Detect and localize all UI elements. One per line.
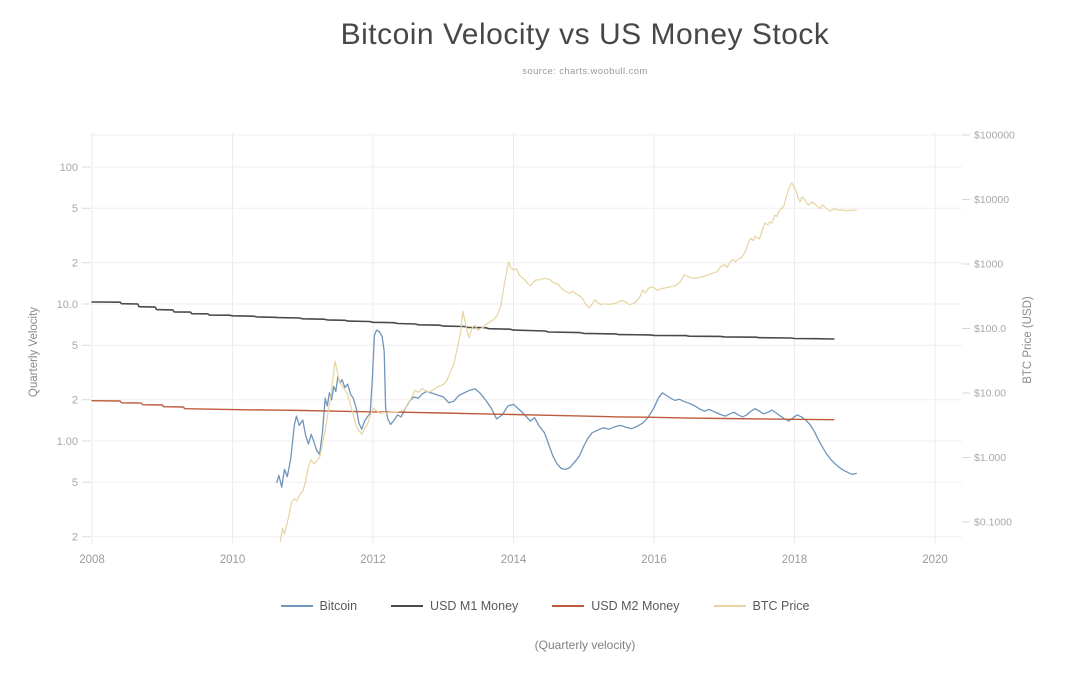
axis-ticks: 100 5 2 10.0 5 2 1.00 5 2 $100000 $10000 $1000 $100.… xyxy=(57,130,1015,566)
legend-item-btc-price[interactable]: BTC Price xyxy=(713,599,810,613)
legend: Bitcoin USD M1 Money USD M2 Money BTC Price xyxy=(0,599,1080,613)
series-btc-price xyxy=(279,182,857,542)
y-right-tick-label: $1000 xyxy=(974,259,1003,271)
y-left-tick-label: 2 xyxy=(72,395,78,407)
gridlines xyxy=(90,133,962,545)
data-series xyxy=(91,182,857,542)
legend-label: USD M2 Money xyxy=(591,599,680,613)
y-left-tick-label: 10.0 xyxy=(57,299,78,311)
x-tick-label: 2020 xyxy=(922,554,948,566)
legend-label: USD M1 Money xyxy=(430,599,519,613)
y-left-tick-label: 5 xyxy=(72,340,78,352)
legend-swatch-line xyxy=(552,605,585,607)
legend-swatch-line xyxy=(391,605,424,607)
x-tick-label: 2016 xyxy=(641,554,667,566)
y-left-tick-label: 100 xyxy=(60,162,78,174)
y-right-tick-label: $10000 xyxy=(974,194,1009,206)
y-left-tick-label: 1.00 xyxy=(57,436,78,448)
y-left-tick-label: 2 xyxy=(72,532,78,544)
series-usd-m2-money xyxy=(91,400,835,421)
x-tick-label: 2012 xyxy=(360,554,386,566)
y-right-tick-label: $0.1000 xyxy=(974,517,1012,529)
x-tick-label: 2010 xyxy=(220,554,246,566)
y-left-tick-label: 5 xyxy=(72,477,78,489)
y-right-tick-label: $100.0 xyxy=(974,323,1006,335)
chart-caption: (Quarterly velocity) xyxy=(534,638,636,652)
series-bitcoin xyxy=(276,329,857,488)
legend-swatch-line xyxy=(713,605,746,607)
series-usd-m1-money xyxy=(91,301,835,340)
legend-label: Bitcoin xyxy=(319,599,358,613)
legend-item-usd-m1-money[interactable]: USD M1 Money xyxy=(391,599,518,613)
x-tick-label: 2014 xyxy=(501,554,527,566)
y-left-axis-title: Quarterly Velocity xyxy=(28,307,40,397)
legend-label: BTC Price xyxy=(752,599,810,613)
legend-swatch-line xyxy=(280,605,313,607)
y-right-tick-label: $100000 xyxy=(974,130,1015,142)
y-right-tick-label: $10.00 xyxy=(974,388,1006,400)
y-right-axis-title: BTC Price (USD) xyxy=(1022,296,1034,384)
legend-item-usd-m2-money[interactable]: USD M2 Money xyxy=(552,599,680,613)
x-tick-label: 2008 xyxy=(79,554,105,566)
y-left-tick-label: 5 xyxy=(72,203,78,215)
legend-item-bitcoin[interactable]: Bitcoin xyxy=(280,599,358,613)
page-title: Bitcoin Velocity vs US Money Stock xyxy=(340,18,830,51)
page-subtitle: source: charts.woobull.com xyxy=(522,66,648,77)
x-tick-label: 2018 xyxy=(782,554,808,566)
y-right-tick-label: $1.000 xyxy=(974,452,1006,464)
y-left-tick-label: 2 xyxy=(72,258,78,270)
